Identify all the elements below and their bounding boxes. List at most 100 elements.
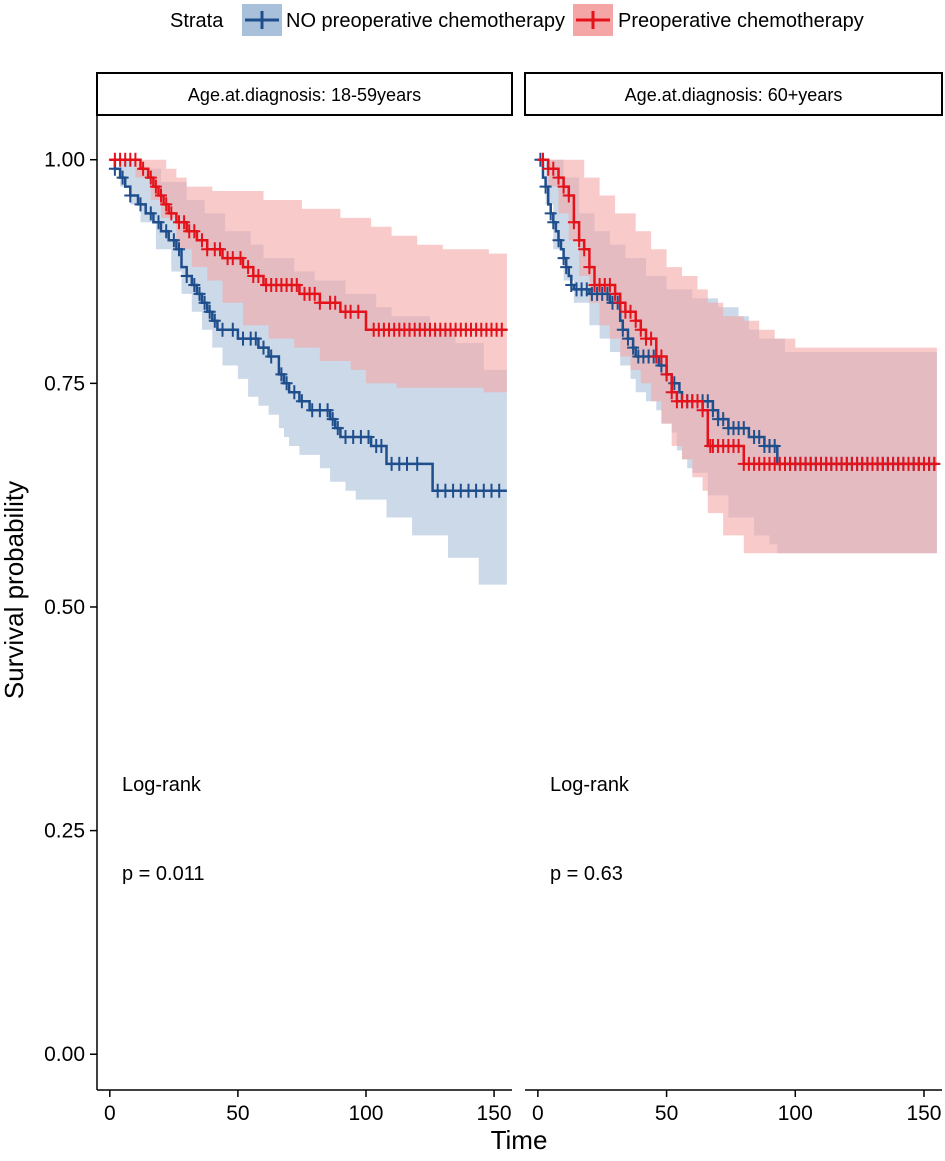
censor-mark-chemo <box>234 251 247 266</box>
censor-mark-no-chemo <box>203 304 216 319</box>
censor-mark-chemo <box>313 295 326 310</box>
ci-band-chemo <box>109 159 507 393</box>
censor-mark-chemo <box>137 161 150 176</box>
censor-mark-no-chemo <box>627 340 640 355</box>
censor-mark-chemo <box>547 161 560 176</box>
censor-mark-chemo <box>624 304 637 319</box>
censor-mark-no-chemo <box>557 251 570 266</box>
test-label: Log-rank <box>122 774 202 796</box>
legend: Strata NO preoperative chemotherapy Preo… <box>170 4 864 36</box>
censor-mark-chemo <box>655 349 668 364</box>
censor-mark-chemo <box>629 313 642 328</box>
censor-mark-chemo <box>691 394 704 409</box>
censor-mark-chemo <box>732 439 745 453</box>
y-tick-label: 0.50 <box>44 596 85 619</box>
censor-mark-no-chemo <box>188 278 201 292</box>
censor-mark-no-chemo <box>216 322 229 337</box>
censor-mark-chemo <box>603 278 616 292</box>
censor-mark-chemo <box>155 188 167 203</box>
x-tick-label: 50 <box>226 1102 249 1125</box>
y-ticks: 0.00 0.25 0.50 0.75 1.00 <box>44 149 97 1066</box>
x-ticks: 0 50 100 150 <box>104 1090 512 1125</box>
censor-mark-no-chemo <box>375 439 388 453</box>
x-tick-label: 50 <box>655 1102 678 1125</box>
censor-mark-chemo <box>557 179 570 194</box>
ci-band-chemo <box>537 159 937 554</box>
censor-mark-chemo <box>634 322 647 337</box>
censor-mark-chemo <box>308 286 321 301</box>
strip-box <box>96 72 513 116</box>
censor-mark-no-chemo <box>326 412 339 427</box>
censor-mark-no-chemo <box>547 215 560 230</box>
censor-mark-chemo <box>696 403 709 418</box>
censor-mark-no-chemo <box>208 313 221 328</box>
censor-mark-no-chemo <box>193 286 206 301</box>
x-tick-label: 0 <box>532 1102 544 1125</box>
censor-mark-no-chemo <box>737 421 750 436</box>
censor-mark-chemo <box>242 260 255 275</box>
x-tick-label: 100 <box>348 1102 383 1125</box>
censor-mark-no-chemo <box>275 367 288 382</box>
strip-label: Age.at.diagnosis: 60+years <box>625 85 843 105</box>
censor-mark-chemo <box>352 304 365 319</box>
censor-mark-chemo <box>144 170 157 185</box>
censor-mark-no-chemo <box>411 456 424 471</box>
censor-mark-chemo <box>645 331 658 346</box>
censor-mark-no-chemo <box>280 376 293 391</box>
censor-mark-no-chemo <box>134 197 147 212</box>
legend-key-no-chemo <box>242 4 282 36</box>
censor-mark-chemo <box>552 170 565 185</box>
censor-mark-chemo <box>567 215 580 230</box>
censor-mark-no-chemo <box>198 295 211 310</box>
censor-mark-chemo <box>160 197 173 212</box>
censor-mark-no-chemo <box>265 349 278 364</box>
p-value-label: p = 0.63 <box>550 863 623 885</box>
y-tick-label: 1.00 <box>44 149 85 172</box>
strip-label: Age.at.diagnosis: 18-59years <box>188 85 421 105</box>
censor-mark-no-chemo <box>116 170 129 185</box>
censor-mark-chemo <box>578 242 591 257</box>
censor-mark-no-chemo <box>539 179 552 194</box>
censor-mark-no-chemo <box>321 403 334 418</box>
censor-mark-no-chemo <box>160 224 173 239</box>
censor-mark-chemo <box>329 295 342 310</box>
y-tick-label: 0.00 <box>44 1043 85 1066</box>
censor-mark-chemo <box>252 269 265 283</box>
legend-label-no-chemo: NO preoperative chemotherapy <box>286 10 565 32</box>
censor-mark-chemo <box>188 224 201 239</box>
censor-mark-no-chemo <box>249 331 262 346</box>
censor-mark-no-chemo <box>616 322 629 337</box>
legend-key-chemo <box>573 4 613 36</box>
censor-mark-chemo <box>583 260 596 275</box>
y-axis-title: Survival probability <box>0 481 29 699</box>
x-tick-label: 0 <box>104 1102 116 1125</box>
censor-mark-no-chemo <box>560 260 573 275</box>
y-tick-label: 0.75 <box>44 372 85 395</box>
censor-mark-chemo <box>178 215 191 230</box>
censor-mark-no-chemo <box>668 376 681 391</box>
censor-mark-no-chemo <box>167 233 180 248</box>
censor-mark-no-chemo <box>180 269 193 283</box>
panel-age-60-plus: Age.at.diagnosis: 60+years Log-rank p = … <box>524 72 943 1125</box>
plot-area <box>534 152 941 554</box>
y-tick-label: 0.25 <box>44 820 85 843</box>
censor-mark-no-chemo <box>124 188 137 203</box>
x-tick-label: 150 <box>906 1102 941 1125</box>
censor-mark-chemo <box>196 233 208 248</box>
censor-mark-no-chemo <box>552 233 565 248</box>
censor-mark-no-chemo <box>226 322 239 337</box>
censor-mark-no-chemo <box>362 430 375 444</box>
censor-mark-chemo <box>573 233 586 248</box>
censor-mark-chemo <box>614 295 627 310</box>
x-axis-title: Time <box>491 1125 548 1155</box>
censor-mark-chemo <box>562 188 575 203</box>
censor-mark-no-chemo <box>493 483 506 498</box>
censor-mark-chemo <box>214 242 226 257</box>
censor-mark-chemo <box>609 286 622 301</box>
censor-mark-no-chemo <box>173 242 185 257</box>
censor-mark-no-chemo <box>152 215 165 230</box>
censor-mark-chemo <box>928 456 941 471</box>
censor-mark-no-chemo <box>257 340 270 355</box>
x-tick-label: 100 <box>778 1102 813 1125</box>
